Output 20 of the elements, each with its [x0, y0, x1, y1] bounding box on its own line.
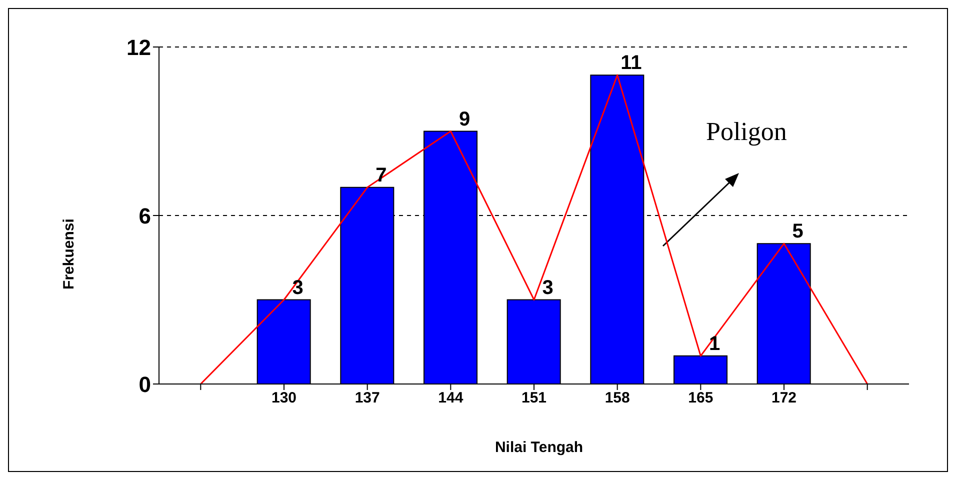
data-label: 1 [708, 332, 720, 355]
y-tick-label: 12 [126, 34, 151, 60]
y-axis-title: Frekuensi [60, 218, 78, 290]
annotation: Poligon [706, 117, 787, 147]
x-tick-label: 151 [521, 390, 547, 407]
y-tick-label: 6 [138, 203, 151, 228]
x-tick-label: 144 [438, 390, 464, 407]
data-label: 3 [292, 276, 304, 299]
x-tick-label: 165 [688, 390, 714, 407]
data-label: 9 [458, 108, 470, 130]
x-tick-label: 130 [271, 390, 297, 407]
data-label: 5 [792, 220, 804, 243]
y-tick-label: 0 [138, 372, 151, 397]
x-tick-label: 158 [604, 390, 630, 407]
x-tick-label: 137 [354, 390, 380, 407]
x-tick-label: 172 [771, 390, 797, 407]
data-label: 11 [620, 52, 642, 74]
data-label: 3 [542, 276, 554, 299]
x-axis-title: Nilai Tengah [494, 439, 584, 456]
line-series [200, 74, 868, 384]
